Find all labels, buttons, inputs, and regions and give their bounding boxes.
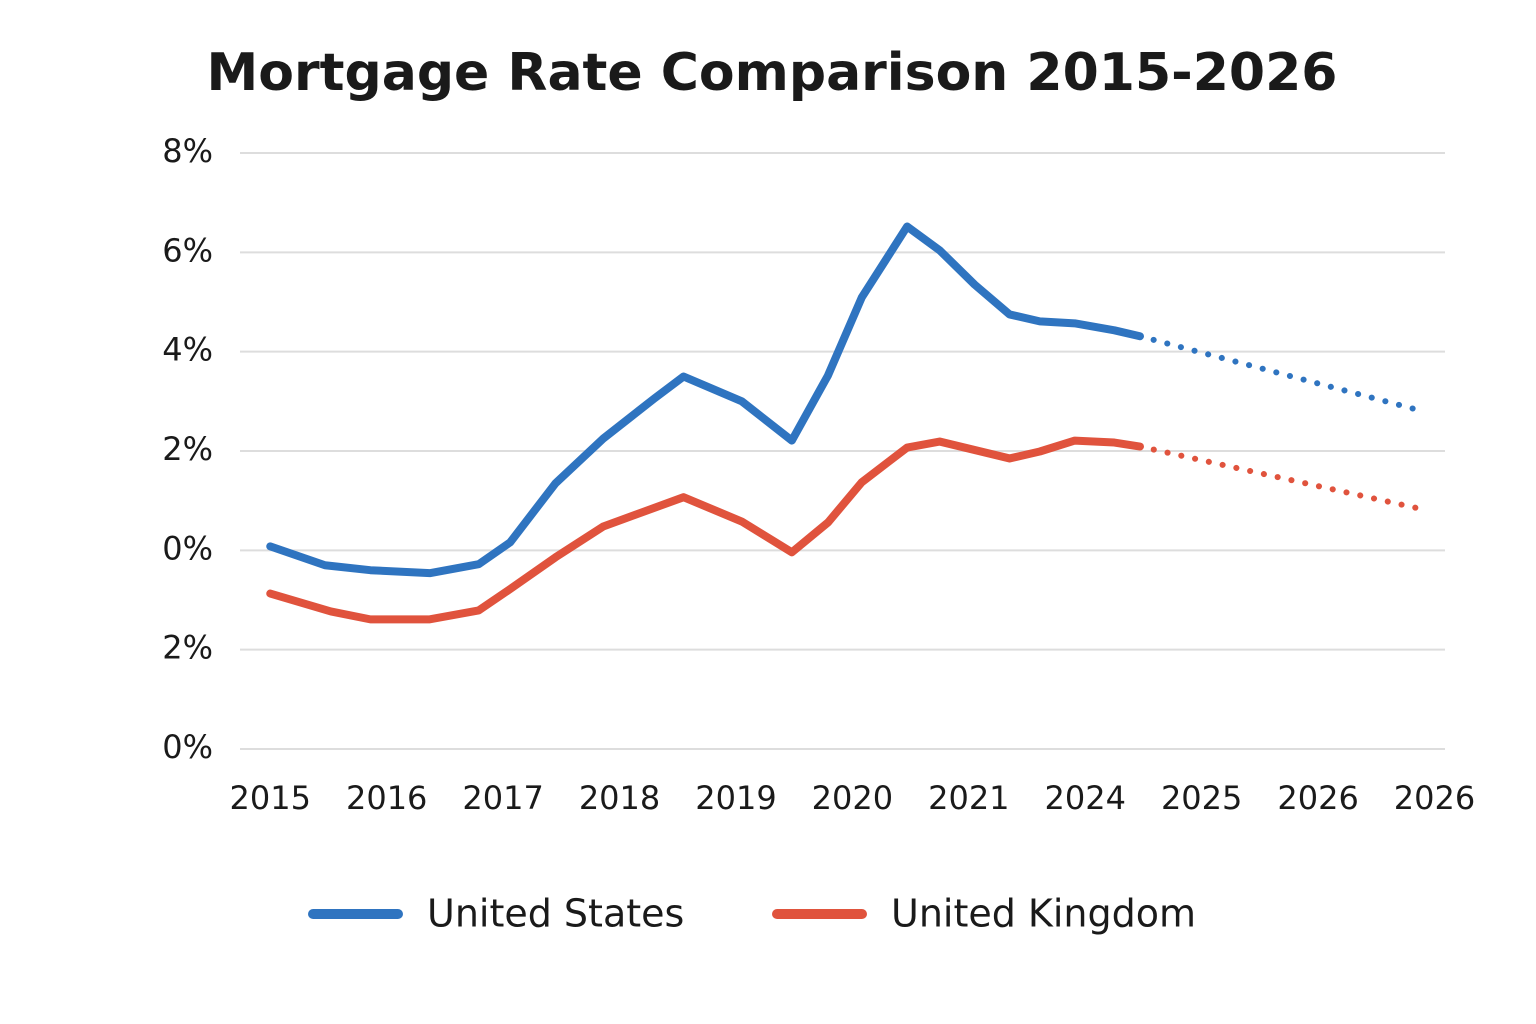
y-tick-label: 0% [162, 529, 213, 567]
y-tick-label: 4% [162, 331, 213, 369]
y-tick-label: 8% [162, 132, 213, 170]
x-tick-label: 2026 [1277, 779, 1358, 817]
series-line-forecast [1136, 443, 1428, 513]
x-tick-label: 2024 [1045, 779, 1126, 817]
chart-title: Mortgage Rate Comparison 2015-2026 [207, 43, 1338, 103]
x-tick-label: 2020 [812, 779, 893, 817]
legend-label: United States [427, 892, 684, 936]
series-line [266, 436, 1144, 624]
x-tick-label: 2025 [1161, 779, 1242, 817]
x-tick-label: 2019 [695, 779, 776, 817]
x-tick-label: 2016 [346, 779, 427, 817]
legend-label: United Kingdom [891, 892, 1196, 936]
y-tick-label: 0% [162, 728, 213, 766]
x-tick-label: 2015 [230, 779, 311, 817]
y-tick-label: 2% [162, 629, 213, 667]
x-tick-label: 2026 [1394, 779, 1475, 817]
y-tick-label: 2% [162, 430, 213, 468]
x-tick-label: 2017 [462, 779, 543, 817]
y-tick-label: 6% [162, 231, 213, 269]
x-tick-label: 2018 [579, 779, 660, 817]
x-tick-label: 2021 [928, 779, 1009, 817]
series-line-forecast [1136, 333, 1423, 414]
series-line [266, 222, 1144, 578]
